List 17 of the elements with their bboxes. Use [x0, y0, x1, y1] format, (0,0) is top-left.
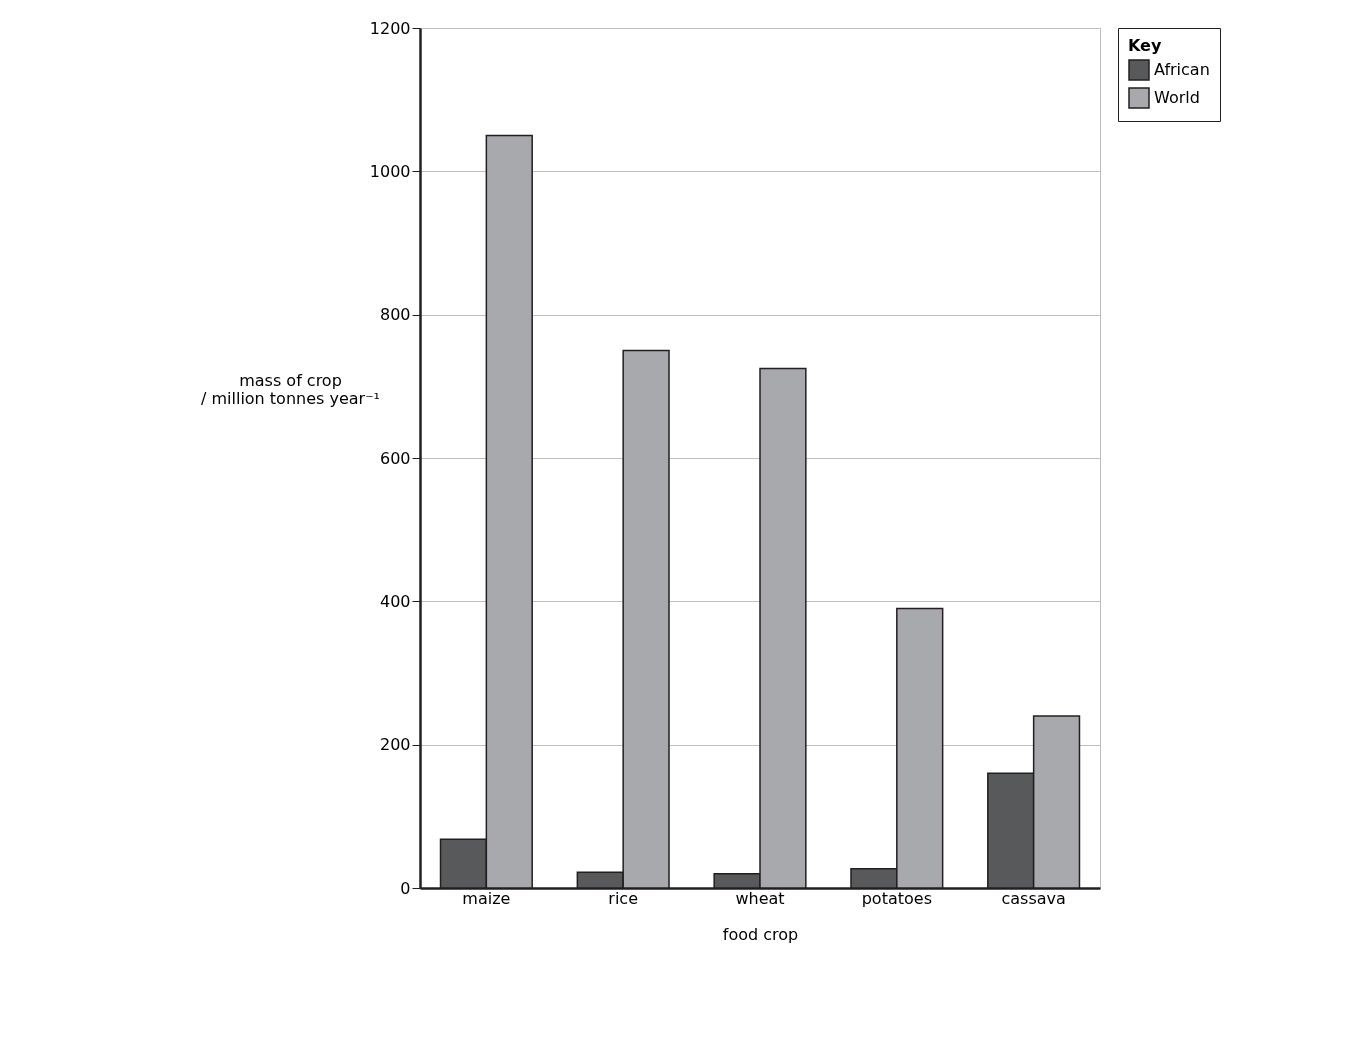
x-tick-label: wheat — [735, 888, 785, 908]
y-tick-label: 600 — [379, 448, 411, 468]
y-tick-label: 1000 — [369, 161, 411, 181]
y-tick-label: 1200 — [369, 18, 411, 38]
y-tick-label: 0 — [400, 878, 411, 898]
x-tick-label: potatoes — [861, 888, 932, 908]
y-tick-label: 400 — [379, 591, 411, 611]
x-tick-label: cassava — [1001, 888, 1066, 908]
x-tick-label: rice — [608, 888, 639, 908]
legend-title: Key — [1128, 36, 1162, 55]
x-axis-title: food crop — [722, 924, 799, 944]
legend-label: World — [1154, 88, 1200, 107]
legend-label: African — [1154, 60, 1210, 79]
x-tick-label: maize — [462, 888, 511, 908]
y-tick-label: 200 — [379, 735, 411, 755]
y-axis-title: mass of crop / million tonnes year⁻¹ — [200, 370, 381, 408]
y-tick-label: 800 — [379, 305, 411, 325]
